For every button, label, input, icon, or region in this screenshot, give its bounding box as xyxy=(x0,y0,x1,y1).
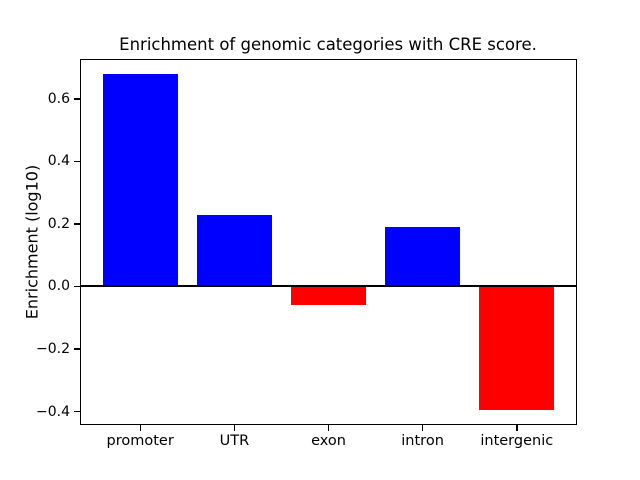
y-tick-mark xyxy=(74,410,80,413)
x-tick-mark xyxy=(139,425,141,431)
y-tick-label--0.2: −0.2 xyxy=(36,341,70,357)
bar-promoter xyxy=(102,73,178,287)
y-tick-mark xyxy=(74,285,80,288)
x-tick-label-intron: intron xyxy=(401,433,444,449)
y-tick-mark xyxy=(74,348,80,350)
x-tick-label-exon: exon xyxy=(311,433,346,449)
x-tick-label-intergenic: intergenic xyxy=(480,433,554,449)
zero-line xyxy=(80,285,577,288)
x-tick-label-promoter: promoter xyxy=(106,433,174,449)
bar-exon xyxy=(290,286,367,306)
bar-intergenic xyxy=(479,286,555,410)
x-tick-mark xyxy=(327,425,330,431)
bar-UTR xyxy=(196,214,272,287)
y-tick-label-0.2: 0.2 xyxy=(47,215,70,232)
y-tick-label-0.4: 0.4 xyxy=(47,153,70,170)
x-tick-label-UTR: UTR xyxy=(219,433,250,449)
chart-title: Enrichment of genomic categories with CR… xyxy=(119,35,537,54)
x-tick-mark xyxy=(421,425,424,431)
bar-intron xyxy=(385,227,461,287)
y-tick-label-0: 0.0 xyxy=(47,278,70,295)
y-tick-label-0.6: 0.6 xyxy=(47,90,70,107)
x-tick-mark xyxy=(516,425,518,431)
y-axis-label: Enrichment (log10) xyxy=(22,164,42,320)
y-tick-mark xyxy=(74,98,80,100)
x-tick-mark xyxy=(233,425,236,431)
y-tick-mark xyxy=(74,160,80,162)
y-tick-mark xyxy=(74,223,80,225)
y-tick-label--0.4: −0.4 xyxy=(36,403,70,420)
